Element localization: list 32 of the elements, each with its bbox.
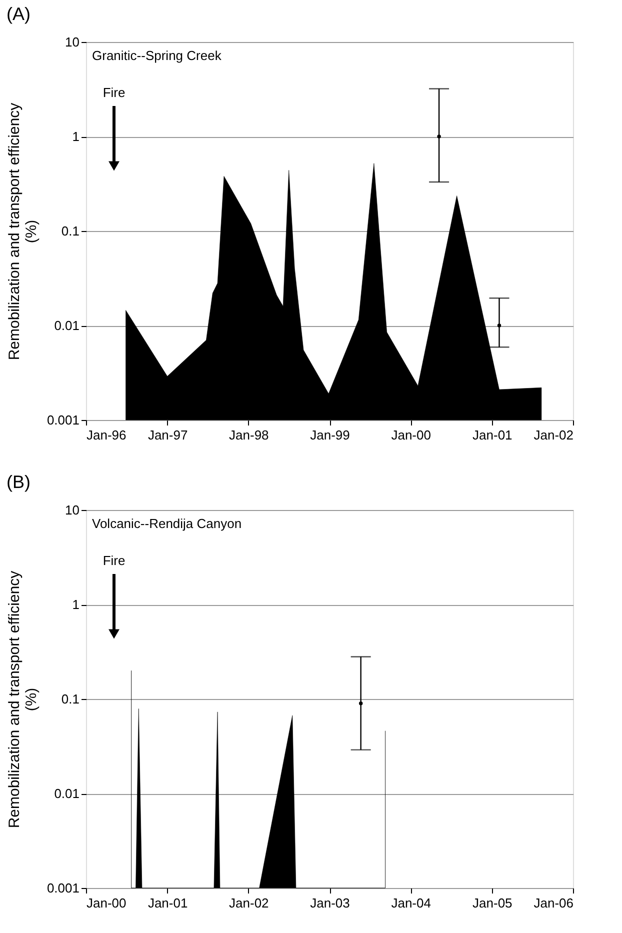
x-tick-label: Jan-99 <box>310 428 350 442</box>
y-tick-label: 0.01 <box>54 318 80 333</box>
x-tick-label: Jan-06 <box>534 896 574 910</box>
y-tick-label: 0.001 <box>46 412 80 428</box>
x-tick-label: Jan-05 <box>472 896 512 910</box>
y-tick-label: 0.01 <box>54 786 80 801</box>
y-tick-label: 0.001 <box>46 880 80 896</box>
chart-title: (A) <box>6 4 30 24</box>
y-tick-label: 1 <box>72 597 80 612</box>
chart-subtitle: Granitic--Spring Creek <box>92 48 222 63</box>
y-tick-label: 10 <box>65 34 80 50</box>
x-tick-label: Jan-01 <box>148 896 188 910</box>
y-tick-label: 10 <box>65 502 80 518</box>
chart-title: (B) <box>6 472 30 492</box>
y-tick-label: 1 <box>72 129 80 144</box>
annotation: Fire <box>102 85 126 100</box>
x-tick-label: Jan-00 <box>86 896 126 910</box>
x-tick-label: Jan-96 <box>86 428 126 442</box>
y-axis-title: Remobilization and transport efficiency (%) <box>6 102 40 360</box>
x-tick-label: Jan-98 <box>229 428 269 442</box>
annotation: Fire <box>102 553 126 568</box>
y-axis-title: Remobilization and transport efficiency (%) <box>6 570 40 828</box>
x-tick-label: Jan-04 <box>391 896 431 910</box>
x-tick-label: Jan-03 <box>310 896 350 910</box>
x-tick-label: Jan-97 <box>148 428 188 442</box>
y-tick-label: 0.1 <box>61 224 80 238</box>
x-tick-label: Jan-02 <box>534 428 574 442</box>
x-tick-label: Jan-01 <box>472 428 512 442</box>
chart-subtitle: Volcanic--Rendija Canyon <box>92 516 242 531</box>
y-tick-label: 0.1 <box>61 692 80 706</box>
x-tick-label: Jan-00 <box>391 428 431 442</box>
x-tick-label: Jan-02 <box>229 896 269 910</box>
